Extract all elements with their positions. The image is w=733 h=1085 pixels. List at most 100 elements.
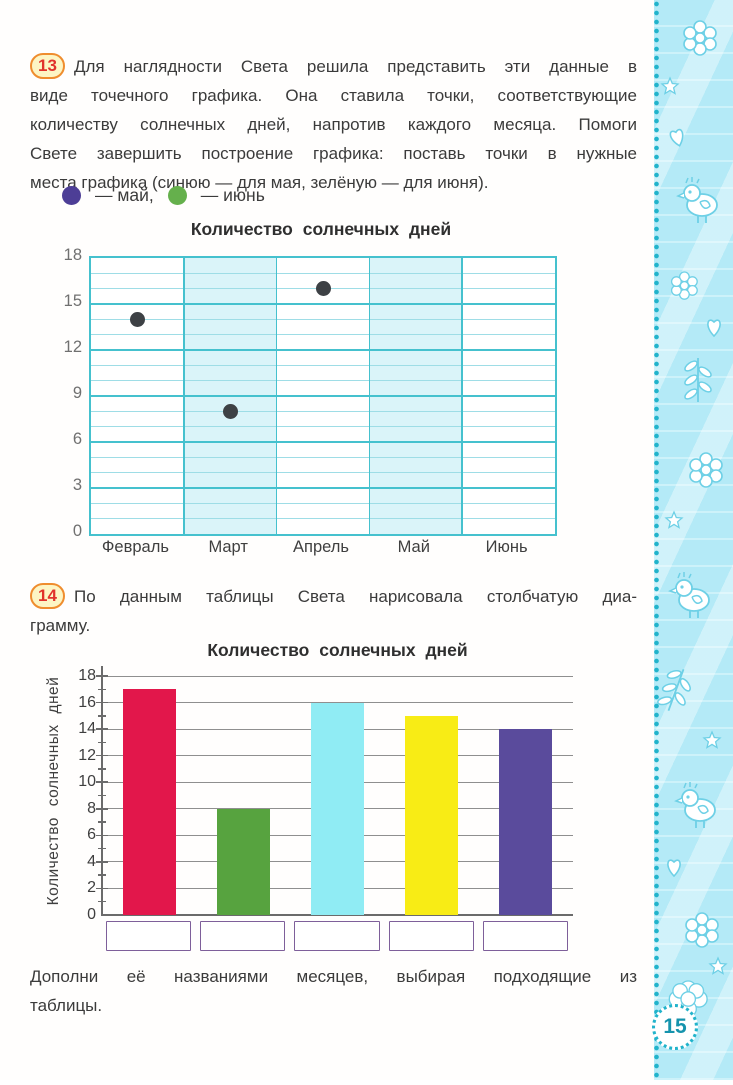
gridline-horizontal: [91, 349, 555, 351]
month-name-box-5[interactable]: [482, 921, 568, 951]
y-tick-label: 16: [78, 693, 96, 711]
gridline-horizontal: [102, 702, 573, 704]
gridline-horizontal: [91, 518, 555, 520]
chart1-legend: — май, — июнь: [62, 185, 265, 206]
y-tick-minor: [98, 715, 106, 717]
y-tick-label: 3: [72, 476, 82, 494]
month-name-box-4[interactable]: [388, 921, 474, 951]
chart2-plot-area: [96, 666, 573, 916]
legend-label-june: — июнь: [200, 185, 265, 205]
y-tick-major: [96, 754, 108, 757]
doodle-pattern-icon: [653, 20, 727, 1018]
dotted-divider: [654, 0, 659, 1080]
y-tick-minor: [98, 847, 106, 850]
may-dot-icon: [62, 186, 81, 205]
text-line: По данным таблицы Света нарисовала столб…: [74, 587, 637, 606]
gridline-horizontal: [91, 395, 555, 397]
y-tick-minor: [98, 688, 106, 691]
text-line: Свете завершить построение графика: пост…: [30, 144, 637, 163]
data-point-февраль: [129, 311, 145, 327]
gridline-horizontal: [91, 364, 555, 366]
month-label-1: Февраль: [101, 538, 169, 556]
data-point-апрель: [315, 281, 331, 297]
chart1-plot-area[interactable]: [89, 256, 557, 536]
y-tick-label: 0: [87, 906, 96, 923]
month-label-2: Март: [208, 538, 248, 556]
data-point-март: [222, 403, 238, 419]
gridline-horizontal: [91, 380, 555, 382]
y-tick-label: 6: [72, 430, 82, 448]
x-axis-line: [102, 914, 573, 916]
legend-item-may: — май,: [62, 185, 154, 206]
y-tick-label: 9: [72, 384, 82, 402]
y-tick-label: 6: [87, 826, 96, 844]
bar-5: [499, 729, 553, 915]
y-tick-label: 0: [72, 522, 82, 540]
y-tick-label: 8: [87, 799, 96, 817]
y-tick-label: 12: [63, 338, 82, 356]
gridline-horizontal: [91, 502, 555, 504]
legend-item-june: — июнь: [167, 185, 265, 206]
chart2-title: Количество солнечных дней: [207, 640, 468, 660]
chart1-title: Количество солнечных дней: [190, 219, 452, 239]
chart2-y-axis-title: Количество солнечных дней: [45, 676, 62, 906]
text-line: виде точечного графика. Она ставила точк…: [30, 86, 637, 105]
y-axis-line: [101, 666, 103, 916]
y-tick-major: [96, 675, 108, 677]
gridline-horizontal: [91, 441, 555, 443]
gridline-vertical: [461, 258, 463, 534]
y-tick-major: [96, 701, 108, 704]
task-13-number-badge: 13: [30, 53, 65, 79]
month-label-4: Май: [397, 538, 430, 556]
month-name-box-2[interactable]: [200, 921, 286, 951]
y-tick-label: 18: [63, 246, 82, 264]
page-number-badge: 15: [652, 1004, 698, 1050]
y-tick-label: 18: [78, 667, 96, 684]
y-tick-minor: [98, 900, 106, 903]
y-tick-minor: [98, 821, 106, 823]
bar-3: [311, 702, 364, 915]
y-tick-label: 14: [78, 720, 96, 738]
month-name-box-3[interactable]: [294, 921, 380, 951]
bar-2: [216, 808, 270, 915]
chart1-x-axis-labels: Февраль Март Апрель Май Июнь: [89, 538, 553, 560]
month-name-box-1[interactable]: [106, 921, 192, 951]
gridline-vertical: [183, 258, 185, 534]
y-tick-major: [96, 887, 108, 890]
text-line: таблицы.: [30, 996, 103, 1015]
gridline-horizontal: [91, 426, 555, 428]
y-tick-major: [96, 834, 108, 837]
y-tick-major: [96, 861, 108, 863]
gridline-vertical: [275, 258, 278, 534]
bar-1: [122, 689, 176, 915]
y-tick-label: 4: [87, 852, 96, 870]
y-tick-major: [96, 808, 108, 810]
bar-4: [405, 715, 459, 915]
y-tick-minor: [98, 874, 106, 876]
text-line: грамму.: [30, 616, 91, 635]
y-tick-major: [96, 728, 108, 730]
gridline-horizontal: [91, 472, 555, 474]
legend-label-may: — май,: [95, 185, 154, 205]
chart2-month-name-boxes: [102, 921, 573, 955]
gridline-vertical: [368, 258, 371, 534]
gridline-horizontal: [91, 334, 555, 336]
closing-instructions: Дополни её названиями месяцев, выбирая п…: [30, 962, 637, 1020]
june-dot-icon: [167, 186, 187, 205]
decorative-side-strip: 15: [652, 0, 733, 1080]
gridline-horizontal: [91, 303, 555, 305]
y-tick-minor: [98, 768, 106, 770]
gridline-horizontal: [91, 318, 555, 320]
y-tick-label: 12: [78, 746, 96, 764]
y-tick-major: [96, 781, 108, 783]
gridline-horizontal: [102, 675, 573, 677]
y-tick-label: 2: [87, 879, 96, 897]
gridline-horizontal: [91, 410, 555, 412]
task-14-instructions: По данным таблицы Света нарисовала столб…: [30, 582, 637, 640]
text-line: места графика (синюю — для мая, зелёную …: [30, 173, 489, 192]
text-line: Для наглядности Света решила представить…: [74, 57, 637, 76]
task-14-number-badge: 14: [30, 583, 65, 609]
text-line: Дополни её названиями месяцев, выбирая п…: [30, 967, 637, 986]
gridline-horizontal: [91, 487, 555, 489]
y-tick-minor: [98, 794, 106, 797]
